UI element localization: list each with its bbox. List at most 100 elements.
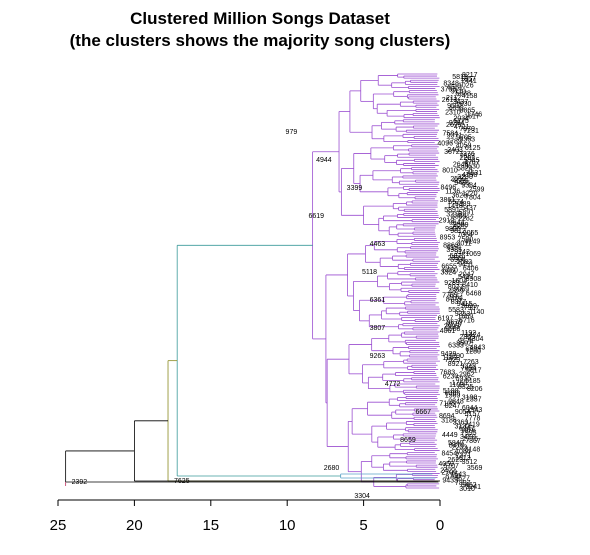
leaf-label: 1103 xyxy=(449,382,464,389)
leaf-label: 1613 xyxy=(455,455,471,462)
leaf-label: 5588 xyxy=(445,326,461,333)
leaf-label: 1604 xyxy=(452,278,468,285)
leaf-label: 5157 xyxy=(465,411,481,418)
leaf-label: 9353 xyxy=(455,311,471,318)
leaf-label: 9110 xyxy=(451,89,466,96)
leaf-label: 2034 xyxy=(453,116,469,123)
leaf-label: 5891 xyxy=(444,207,460,214)
leaf-label: 7995 xyxy=(461,430,477,437)
leaf-label: 2203 xyxy=(452,444,468,451)
leaf-label: 1192 xyxy=(461,330,476,337)
leaf-label: 1136 xyxy=(445,189,460,196)
leaf-label: 1617 xyxy=(464,114,480,121)
leaf-label-named: 2392 xyxy=(72,479,88,486)
leaf-label: 1084 xyxy=(455,449,471,456)
leaf-label: 7064 xyxy=(457,232,473,239)
leaf-label: 3672 xyxy=(444,149,460,156)
leaf-label-named: 9263 xyxy=(370,353,386,360)
leaf-label: 2869 xyxy=(459,334,475,341)
leaf-label: 5545 xyxy=(464,157,480,164)
leaf-label: 5824 xyxy=(457,166,473,173)
leaf-label: 2310 xyxy=(445,109,461,116)
leaf-label: 8694 xyxy=(439,413,455,420)
leaf-label: 9705 xyxy=(456,134,472,141)
leaf-label: 8775 xyxy=(446,297,462,304)
x-tick-label: 5 xyxy=(359,517,367,534)
leaf-label: 2047 xyxy=(459,272,475,279)
leaf-label: 2709 xyxy=(441,469,457,476)
leaf-label-named: 2680 xyxy=(324,465,340,472)
leaf-label: 4767 xyxy=(464,159,480,166)
leaf-label: 5389 xyxy=(455,201,471,208)
leaf-label: 2682 xyxy=(456,259,472,266)
leaf-label: 7907 xyxy=(464,305,480,312)
leaf-label: 8348 xyxy=(443,80,459,87)
leaf-label: 8921 xyxy=(448,361,464,368)
leaf-label: 3437 xyxy=(453,99,469,106)
leaf-label: 9384 xyxy=(461,182,477,189)
leaf-label: 3348 xyxy=(460,363,476,370)
leaf-label: 1424 xyxy=(465,332,481,339)
leaf-label: 3324 xyxy=(441,270,457,277)
leaf-label: 2648 xyxy=(453,161,469,168)
leaf-label: 9670 xyxy=(446,320,462,327)
leaf-label: 1760 xyxy=(452,380,468,387)
leaf-label: 9054 xyxy=(455,409,471,416)
leaf-label-named: 6361 xyxy=(370,297,386,304)
leaf-label: 8077 xyxy=(448,284,464,291)
x-tick-label: 10 xyxy=(279,517,296,534)
leaf-label: 6333 xyxy=(448,342,464,349)
leaf-label: 7897 xyxy=(455,480,471,487)
leaf-label-named: 3304 xyxy=(354,493,370,500)
leaf-label: 4061 xyxy=(440,328,456,335)
leaf-label: 2995 xyxy=(444,324,460,331)
leaf-label: 2675 xyxy=(446,122,462,129)
chart-title-line-2: (the clusters shows the majority song cl… xyxy=(69,31,451,50)
leaf-label: 8863 xyxy=(443,243,459,250)
leaf-label: 9363 xyxy=(459,136,475,143)
leaf-label: 5707 xyxy=(443,463,459,470)
leaf-label: 4689 xyxy=(452,178,468,185)
leaf-label: 7765 xyxy=(442,293,458,300)
leaf-label: 4829 xyxy=(448,288,464,295)
leaf-label: 6233 xyxy=(465,347,481,354)
leaf-label: 6904 xyxy=(450,257,466,264)
leaf-label: 6655 xyxy=(441,263,457,270)
leaf-label: 4721 xyxy=(454,124,470,131)
leaf-label: 9174 xyxy=(458,338,474,345)
leaf-label: 3190 xyxy=(462,394,478,401)
leaf-label: 8217 xyxy=(462,72,478,79)
leaf-label: 1026 xyxy=(458,82,474,89)
leaf-label: 5891 xyxy=(459,209,475,216)
leaf-label-named: 4463 xyxy=(370,241,386,248)
leaf-label: 4059 xyxy=(456,143,472,150)
dendrogram-branches xyxy=(65,73,440,489)
leaf-label: 2357 xyxy=(466,397,482,404)
leaf-label: 9644 xyxy=(449,220,465,227)
leaf-label: 5437 xyxy=(461,205,477,212)
chart-title-line-1: Clustered Million Songs Dataset xyxy=(130,9,390,28)
leaf-label: 3241 xyxy=(465,484,481,491)
leaf-label: 3861 xyxy=(440,197,456,204)
leaf-label: 5935 xyxy=(456,376,472,383)
leaf-label: 3985 xyxy=(446,247,462,254)
leaf-label: 2403 xyxy=(447,147,463,154)
leaf-label: 6947 xyxy=(459,426,475,433)
leaf-label: 4631 xyxy=(467,170,483,177)
leaf-label: 5840 xyxy=(448,440,464,447)
leaf-label: 3010 xyxy=(459,486,475,493)
leaf-label: 6125 xyxy=(465,145,481,152)
leaf-label: 8592 xyxy=(456,340,472,347)
leaf-label: 1669 xyxy=(458,313,474,320)
leaf-label: 9895 xyxy=(445,226,461,233)
leaf-label: 9284 xyxy=(449,120,465,127)
leaf-label: 9451 xyxy=(458,261,474,268)
leaf-label: 2613 xyxy=(442,97,458,104)
leaf-label: 5427 xyxy=(458,274,474,281)
leaf-label: 7231 xyxy=(463,128,479,135)
leaf-label: 7929 xyxy=(445,357,461,364)
leaf-label: 1140 xyxy=(469,309,484,316)
leaf-label: 1569 xyxy=(445,392,461,399)
leaf-label: 3216 xyxy=(446,211,462,218)
leaf-label: 1069 xyxy=(465,251,481,258)
